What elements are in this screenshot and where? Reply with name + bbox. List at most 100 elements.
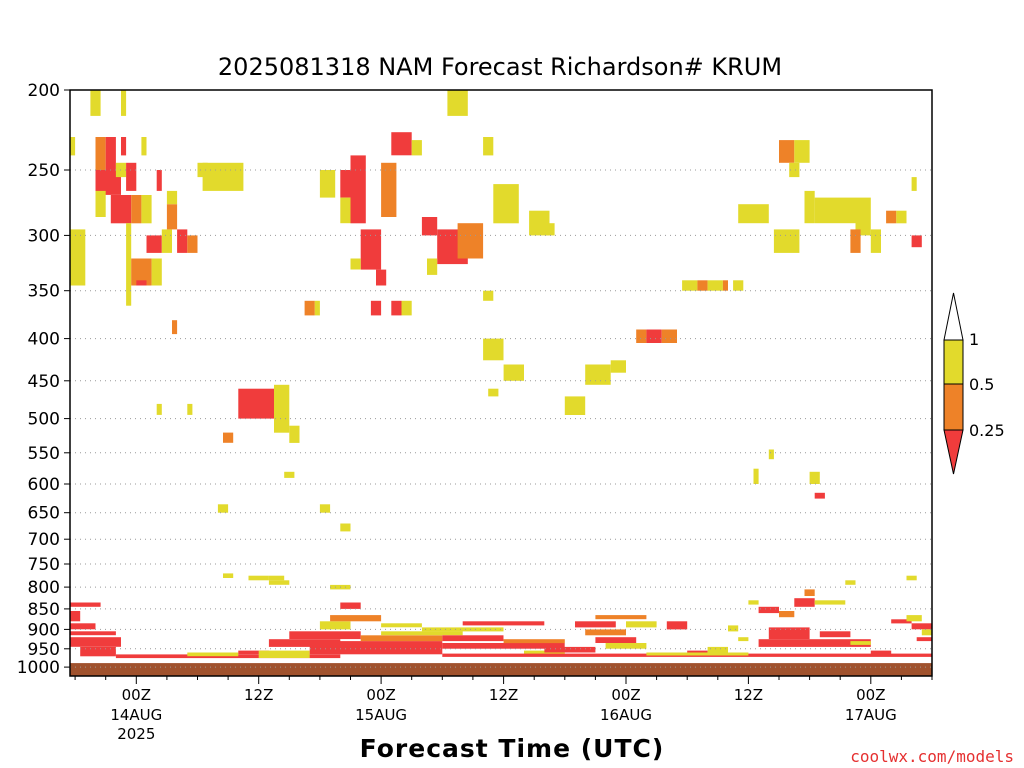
heatmap-cell [70,631,116,636]
heatmap-cell [238,650,269,655]
heatmap-cell [268,575,285,581]
heatmap-cell [421,217,438,236]
heatmap-cell [911,623,932,630]
heatmap-cell [921,629,932,636]
heatmap-cell [70,602,101,607]
heatmap-cell [748,600,759,605]
heatmap-cell [595,637,637,643]
heatmap-cell [442,643,565,649]
heatmap-cell [544,646,596,653]
heatmap-cell [248,575,269,581]
heatmap-cell [819,631,851,638]
x-tick-date: 17AUG [845,706,897,724]
heatmap-cell [304,300,315,316]
heatmap-cells [70,90,932,659]
y-tick-label: 650 [28,504,60,524]
heatmap-cell [814,197,856,224]
x-tick-date: 16AUG [600,706,652,724]
chart-title: 2025081318 NAM Forecast Richardson# KRUM [218,53,782,81]
heatmap-cell [350,155,366,224]
heatmap-cell [70,137,76,156]
heatmap-cell [284,471,295,478]
heatmap-cell [427,258,438,275]
heatmap-cell [794,598,815,607]
heatmap-cell [804,589,815,596]
y-tick-label: 500 [28,410,60,430]
y-tick-label: 200 [28,81,60,101]
x-tick-label: 00Z [611,686,640,704]
heatmap-cell [457,223,484,259]
heatmap-cell [886,210,897,224]
x-axis-label: Forecast Time (UTC) [360,734,665,763]
heatmap-cell [95,137,106,170]
x-tick-label: 12Z [244,686,273,704]
heatmap-cell [166,190,178,205]
ground-layer [70,663,932,676]
colorbar-legend: 1 0.5 0.25 [943,292,1005,475]
heatmap-cell [126,223,132,306]
heatmap-cell [738,204,769,224]
heatmap-cell [268,639,341,647]
heatmap-cell [503,639,565,644]
heatmap-cell [223,432,234,443]
heatmap-cell [274,384,290,433]
heatmap-cell [289,631,361,640]
heatmap-cell [90,90,101,116]
heatmap-cell [319,621,351,630]
colorbar-swatch [943,339,964,385]
colorbar-label: 0.25 [969,421,1005,440]
heatmap-cell [779,140,795,163]
y-tick-label: 550 [28,444,60,464]
heatmap-cell [141,137,147,156]
heatmap-cell [845,580,856,585]
y-tick-label: 850 [28,600,60,620]
heatmap-cell [131,195,142,224]
heatmap-cell [411,140,422,156]
heatmap-cell [166,204,178,230]
heatmap-cell [758,606,779,614]
colorbar-top-arrow [943,292,964,341]
heatmap-cell [314,300,320,316]
heatmap-cell [70,623,96,630]
heatmap-cell [758,639,871,647]
heatmap-cell [493,184,519,224]
x-tick-label: 12Z [489,686,518,704]
credit-text: coolwx.com/models [850,747,1014,766]
heatmap-cell [595,615,647,620]
x-tick-label: 12Z [734,686,763,704]
heatmap-cell [70,229,86,286]
heatmap-cell [697,280,708,291]
heatmap-cell [223,573,234,578]
heatmap-cell [809,471,820,484]
heatmap-cell [564,396,586,415]
heatmap-cell [391,132,412,156]
x-tick-label: 00Z [122,686,151,704]
heatmap-cell [146,235,162,253]
heatmap-cell [544,223,555,236]
heatmap-cell [319,504,331,513]
heatmap-cell [850,641,871,645]
colorbar-label: 0.5 [969,375,994,394]
heatmap-cell [575,621,616,628]
heatmap-cell [585,364,611,385]
heatmap-cell [330,615,382,622]
heatmap-cell [141,195,152,224]
heatmap-cell [172,320,178,335]
heatmap-cell [870,229,881,253]
heatmap-cell [161,229,172,253]
heatmap-cell [870,650,892,655]
heatmap-cell [488,388,499,397]
heatmap-cell [309,641,443,655]
heatmap-cell [202,162,244,191]
y-tick-label: 400 [28,330,60,350]
heatmap-cell [151,258,162,286]
heatmap-cell [115,654,341,659]
heatmap-cell [483,137,494,156]
heatmap-cell [814,600,846,605]
heatmap-cell [896,210,907,224]
heatmap-cell [891,619,912,624]
heatmap-cell [156,170,162,191]
heatmap-cell [381,631,463,636]
heatmap-cell [95,190,106,217]
